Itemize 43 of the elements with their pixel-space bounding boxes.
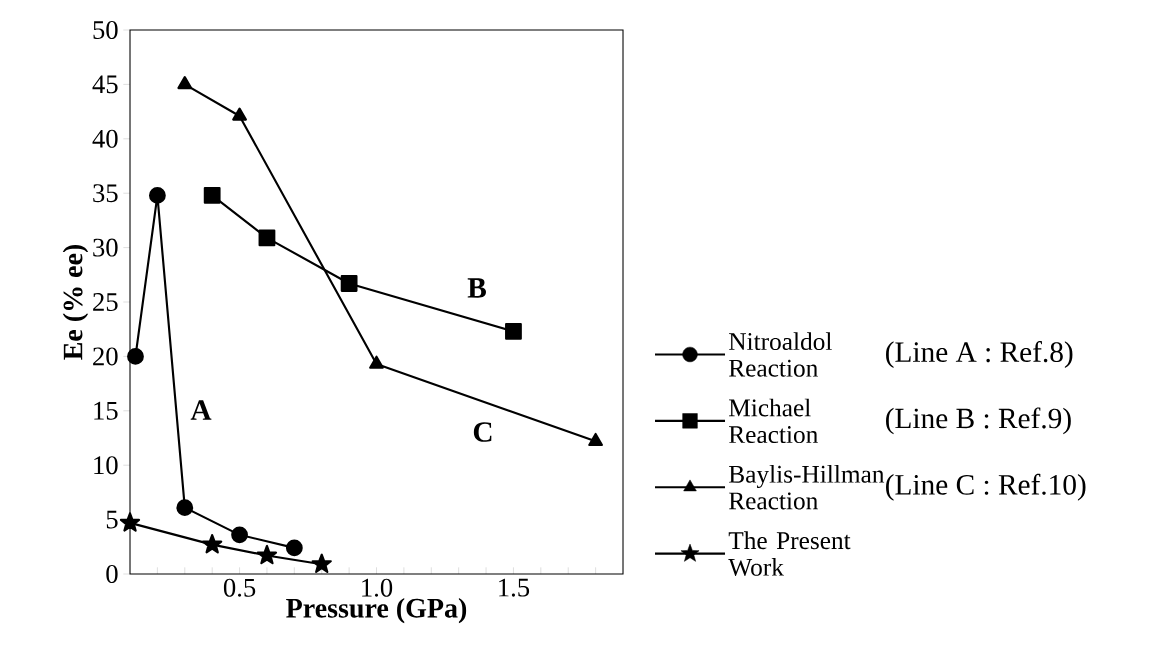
annotation: B (467, 278, 486, 298)
y-tick-label: 20 (93, 347, 118, 366)
y-tick-label: 15 (94, 401, 118, 420)
annotation: C (473, 422, 492, 442)
y-tick-label: 35 (93, 184, 118, 203)
point (311, 553, 332, 573)
point (340, 275, 358, 292)
legend-label: Michael Reaction (729, 398, 818, 444)
point (148, 186, 166, 204)
point (505, 322, 522, 340)
point (232, 107, 247, 121)
y-tick-label: 30 (93, 238, 118, 257)
text: (Line C : Ref.10) (886, 473, 1086, 501)
legend-label: Nitroaldol Reaction (729, 332, 832, 377)
x-axis-title: Pressure (GPa) (286, 597, 467, 624)
y-axis-title: Ee (% ee) (62, 244, 89, 360)
y-tick-label: 25 (93, 293, 118, 311)
point (258, 229, 276, 247)
y-tick-label: 10 (94, 456, 118, 475)
point (369, 355, 384, 369)
x-tick-label: 0.5 (223, 578, 256, 597)
y-tick-label: 0 (106, 565, 118, 583)
point (119, 512, 141, 532)
point (203, 186, 221, 204)
y-tick-label: 50 (93, 21, 118, 39)
point (588, 432, 604, 446)
text: (Line B : Ref.9) (886, 407, 1071, 435)
y-tick-label: 5 (106, 510, 118, 529)
legend-label: Baylis-Hillman Reaction (729, 464, 885, 510)
x-tick-label: 1.0 (362, 578, 393, 597)
y-tick-label: 40 (92, 129, 118, 148)
point (177, 76, 193, 90)
point (285, 539, 303, 557)
text: (Line A : Ref.8) (886, 341, 1073, 368)
point (127, 348, 144, 365)
annotation: A (190, 400, 212, 420)
point (202, 534, 223, 554)
legend-label: The Present Work (728, 531, 851, 576)
point (231, 526, 248, 544)
point (256, 544, 278, 565)
y-tick-label: 45 (92, 75, 118, 94)
point (176, 499, 194, 517)
x-tick-label: 1.5 (499, 578, 530, 597)
